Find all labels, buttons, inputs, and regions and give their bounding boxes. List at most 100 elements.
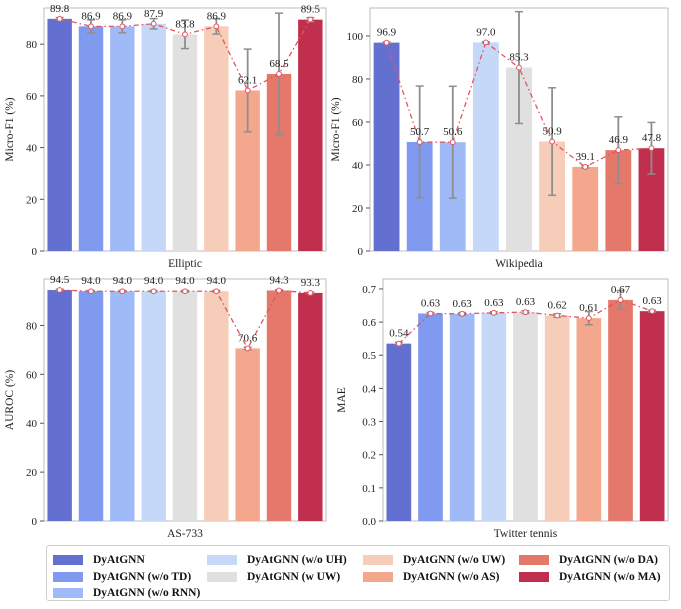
x-axis-label: Twitter tennis <box>494 528 558 540</box>
chart-panel-4: 0.0 0.1 0.2 0.3 0.4 0.5 0.6 0.7 MAE Twitter tenni… <box>336 278 669 540</box>
value-label: 97.0 <box>476 26 496 38</box>
value-label: 0.67 <box>611 284 631 296</box>
bar <box>204 26 229 252</box>
bar <box>78 291 104 521</box>
value-label: 94.0 <box>81 275 101 287</box>
bar <box>298 292 323 521</box>
legend-swatch <box>363 555 393 565</box>
value-label: 83.8 <box>175 18 195 30</box>
legend-swatch <box>53 588 83 598</box>
value-label: 39.1 <box>576 151 595 163</box>
y-tick-label: 40 <box>26 418 38 430</box>
bar <box>141 23 166 251</box>
trend-marker <box>459 310 466 317</box>
legend-label: DyAtGNN <box>93 554 145 566</box>
trend-marker <box>88 288 94 295</box>
y-tick-label: 0.1 <box>362 483 376 495</box>
chart-panel-1: 0 20 40 60 80 Micro-F1 (%) Elliptic 89.8 86.9 86.… <box>4 3 327 270</box>
value-label: 0.54 <box>389 328 409 340</box>
y-tick-label: 60 <box>26 369 38 381</box>
legend-item-wo-as: DyAtGNN (w/o AS) <box>363 568 499 586</box>
value-label: 93.3 <box>301 277 321 289</box>
y-tick-label: 0.7 <box>362 284 376 296</box>
legend-swatch <box>363 572 393 582</box>
y-tick-label: 40 <box>352 160 364 172</box>
legend-swatch <box>519 555 549 565</box>
legend-label: DyAtGNN (w/o UH) <box>247 554 347 566</box>
y-tick-label: 20 <box>26 194 38 206</box>
chart-panel-2: 0 20 40 60 80 100 Micro-F1 (%) Wikipedia 96.9 50.… <box>330 7 669 270</box>
y-axis-label: Micro-F1 (%) <box>330 97 342 161</box>
trend-marker <box>244 87 251 94</box>
value-label: 46.9 <box>609 134 629 146</box>
bar <box>110 291 135 521</box>
bar <box>78 26 104 252</box>
chart-panel-3: 0 20 40 60 80 AUROC (%) AS-733 94.5 94.0 94.0 94.0… <box>4 274 327 540</box>
value-label: 94.0 <box>175 275 195 287</box>
trend-marker <box>276 287 282 294</box>
bar <box>576 318 602 521</box>
value-label: 50.7 <box>410 126 430 138</box>
y-tick-label: 100 <box>347 31 364 43</box>
trend-marker <box>182 288 188 295</box>
trend-marker <box>427 310 434 317</box>
legend-item-wo-td: DyAtGNN (w/o TD) <box>53 568 191 586</box>
value-label: 68.5 <box>269 58 289 70</box>
legend-swatch <box>519 572 549 582</box>
trend-marker <box>276 71 282 77</box>
legend-item-wo-rnn: DyAtGNN (w/o RNN) <box>53 584 200 602</box>
y-tick-label: 60 <box>352 117 364 129</box>
legend-label: DyAtGNN (w UW) <box>247 571 341 583</box>
trend-marker <box>615 147 622 154</box>
y-tick-label: 80 <box>352 74 364 86</box>
bar <box>608 299 633 521</box>
y-tick-label: 0 <box>32 246 38 258</box>
trend-marker <box>119 288 126 295</box>
trend-marker <box>119 23 126 30</box>
bar <box>235 348 260 521</box>
value-label: 89.8 <box>50 3 70 15</box>
y-tick-label: 20 <box>352 203 364 215</box>
trend-line <box>385 41 652 168</box>
trend-marker <box>56 15 63 22</box>
bar <box>298 19 323 251</box>
bar <box>47 18 72 251</box>
value-label: 0.63 <box>516 296 536 308</box>
legend-label: DyAtGNN (w/o RNN) <box>93 587 201 599</box>
legend-swatch <box>53 572 83 582</box>
bar <box>172 291 198 521</box>
value-label: 94.0 <box>207 275 227 287</box>
trend-marker <box>307 16 314 23</box>
legend-swatch <box>207 572 237 582</box>
value-label: 0.63 <box>421 297 441 309</box>
value-label: 96.9 <box>377 27 397 39</box>
trend-marker <box>307 290 314 296</box>
chart-figure: 0 20 40 60 80 Micro-F1 (%) Elliptic 89.8 86.9 86.… <box>4 3 669 540</box>
trend-marker <box>383 39 390 46</box>
value-label: 0.62 <box>548 299 567 311</box>
legend-item-wo-da: DyAtGNN (w/o DA) <box>519 551 658 569</box>
bar <box>204 291 229 521</box>
trend-marker <box>182 31 188 38</box>
trend-marker <box>213 288 220 295</box>
y-tick-label: 60 <box>26 91 38 103</box>
trend-marker <box>150 288 157 295</box>
bar <box>418 313 443 521</box>
value-label: 0.63 <box>484 297 504 309</box>
bar <box>110 26 135 252</box>
legend-label: DyAtGNN (w/o UW) <box>403 554 506 566</box>
value-label: 0.63 <box>643 295 663 307</box>
value-label: 94.0 <box>113 275 133 287</box>
value-label: 85.3 <box>509 52 529 64</box>
bar <box>47 290 72 521</box>
trend-marker <box>490 309 497 316</box>
trend-marker <box>395 340 402 347</box>
legend-item-dyatgnn: DyAtGNN <box>53 551 145 569</box>
trend-marker <box>88 23 94 30</box>
trend-marker <box>617 296 624 303</box>
trend-marker <box>554 312 561 319</box>
value-label: 0.61 <box>579 302 598 314</box>
y-tick-label: 0 <box>358 246 364 258</box>
bar <box>172 34 198 251</box>
trend-marker <box>585 315 592 322</box>
